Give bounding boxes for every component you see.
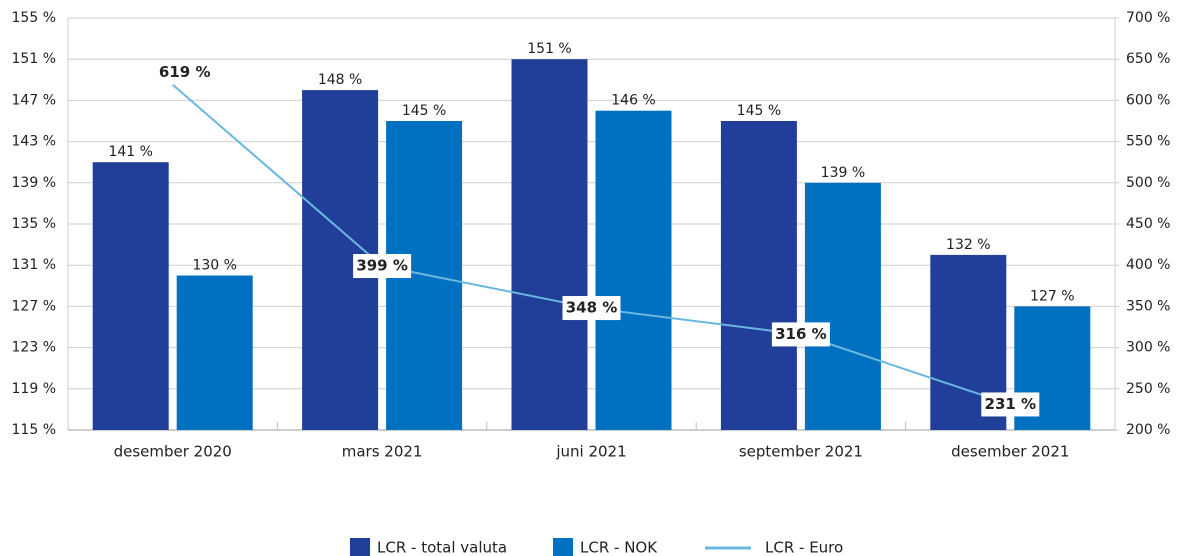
bar-value-label: 130 % xyxy=(192,258,236,274)
y2-tick-label: 600 % xyxy=(1126,92,1170,108)
bar-value-label: 145 % xyxy=(737,103,781,119)
bar xyxy=(720,121,797,430)
line-value-label: 231 % xyxy=(985,395,1037,413)
bar-value-label: 127 % xyxy=(1030,288,1074,304)
y-tick-label: 123 % xyxy=(12,340,56,356)
legend-swatch xyxy=(553,538,573,556)
bar xyxy=(595,110,672,430)
y2-tick-label: 400 % xyxy=(1126,257,1170,273)
bar-value-label: 132 % xyxy=(946,237,990,253)
line-label-box xyxy=(562,296,621,321)
y2-tick-label: 300 % xyxy=(1126,340,1170,356)
bar-value-label: 145 % xyxy=(402,103,446,119)
line-label-box xyxy=(353,254,412,279)
y-tick-label: 119 % xyxy=(12,381,56,397)
bar xyxy=(92,162,169,430)
bar-value-label: 141 % xyxy=(108,144,152,160)
line-value-label: 399 % xyxy=(356,257,408,275)
legend-label: LCR - total valuta xyxy=(377,539,507,556)
y-tick-label: 115 % xyxy=(12,422,56,438)
line-value-label: 316 % xyxy=(775,325,827,343)
bar xyxy=(176,275,253,430)
y-tick-label: 147 % xyxy=(12,92,56,108)
y-tick-label: 135 % xyxy=(12,216,56,232)
bar-value-label: 151 % xyxy=(527,41,571,57)
legend-label: LCR - Euro xyxy=(765,539,843,556)
y-tick-label: 131 % xyxy=(12,257,56,273)
bar xyxy=(804,182,881,430)
x-tick-label: juni 2021 xyxy=(555,443,626,461)
bar-value-label: 139 % xyxy=(821,165,865,181)
y2-tick-label: 200 % xyxy=(1126,422,1170,438)
y2-tick-label: 700 % xyxy=(1126,10,1170,26)
x-tick-label: mars 2021 xyxy=(342,443,423,461)
bar-value-label: 146 % xyxy=(611,93,655,109)
line-label-box xyxy=(771,322,830,347)
y-tick-label: 127 % xyxy=(12,298,56,314)
y-tick-label: 143 % xyxy=(12,134,56,150)
y-tick-label: 155 % xyxy=(12,10,56,26)
y2-tick-label: 550 % xyxy=(1126,134,1170,150)
x-tick-label: desember 2021 xyxy=(951,443,1069,461)
y2-tick-label: 500 % xyxy=(1126,175,1170,191)
line-value-label: 619 % xyxy=(159,63,211,81)
x-tick-label: september 2021 xyxy=(739,443,863,461)
bar xyxy=(511,59,588,430)
y2-tick-label: 350 % xyxy=(1126,298,1170,314)
y2-tick-label: 450 % xyxy=(1126,216,1170,232)
line-label-box xyxy=(981,392,1040,417)
y-tick-label: 151 % xyxy=(12,51,56,67)
legend-label: LCR - NOK xyxy=(580,539,658,556)
y2-tick-label: 650 % xyxy=(1126,51,1170,67)
y2-tick-label: 250 % xyxy=(1126,381,1170,397)
line-value-label: 348 % xyxy=(566,299,618,317)
bar-value-label: 148 % xyxy=(318,72,362,88)
x-tick-label: desember 2020 xyxy=(114,443,232,461)
line-series xyxy=(172,83,1011,406)
legend-swatch xyxy=(350,538,370,556)
y-tick-label: 139 % xyxy=(12,175,56,191)
